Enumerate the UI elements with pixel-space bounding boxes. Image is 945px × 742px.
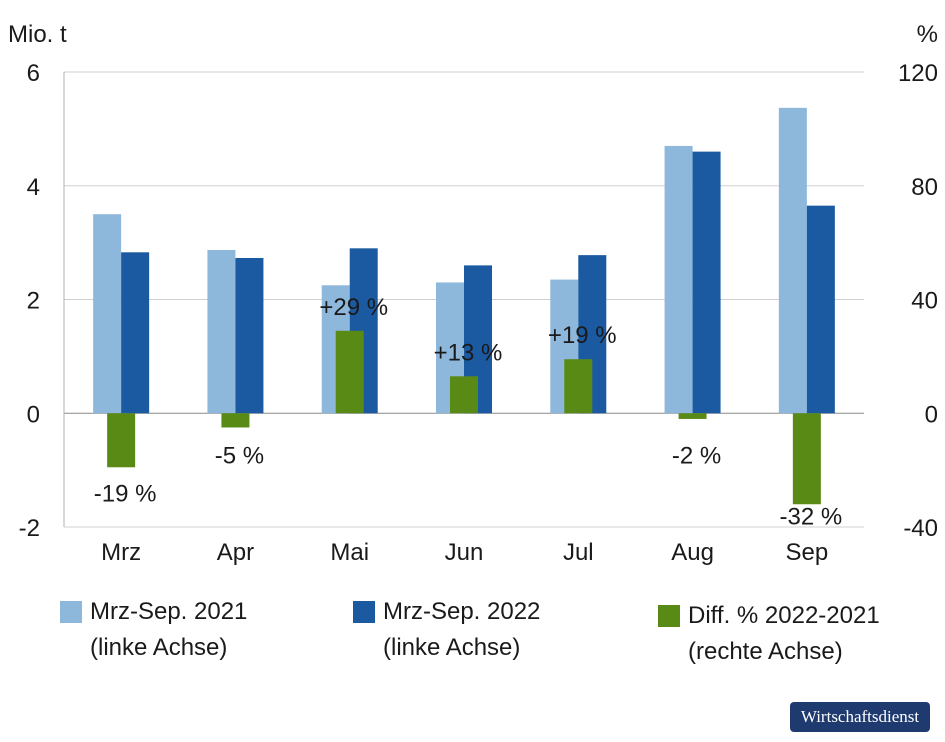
- bar-2022: [806, 205, 835, 414]
- right-tick-label: 40: [911, 288, 938, 315]
- combo-bar-chart: -2 0 2 4 6 -40 0 40 80 120 Mio. t % -19 % Mrz -5 % Apr +…: [8, 21, 938, 566]
- legend-item-2021: Mrz-Sep. 2021 (linke Achse): [60, 594, 247, 666]
- source-badge: Wirtschaftsdienst: [790, 702, 930, 732]
- bar-diff: [221, 413, 250, 428]
- legend-item-diff: Diff. % 2022-2021 (rechte Achse): [658, 598, 880, 670]
- diff-data-label: -5 %: [215, 442, 264, 469]
- left-tick-label: 0: [27, 401, 40, 428]
- bar-2022: [692, 151, 721, 414]
- left-axis-unit: Mio. t: [8, 21, 67, 48]
- legend-sublabel-2022: (linke Achse): [383, 634, 521, 661]
- bar-diff: [107, 413, 136, 468]
- bar-2022: [235, 257, 264, 414]
- legend-label-2021: Mrz-Sep. 2021: [90, 598, 248, 625]
- category-label: Apr: [217, 539, 254, 566]
- legend-sublabel-diff: (rechte Achse): [688, 638, 843, 665]
- right-tick-label: 80: [911, 174, 938, 201]
- left-tick-label: 4: [27, 174, 40, 201]
- diff-data-label: +29 %: [319, 294, 388, 321]
- diff-data-label: +13 %: [434, 339, 503, 366]
- legend-swatch-2022: [353, 601, 375, 623]
- diff-data-label: +19 %: [548, 322, 617, 349]
- bar-2021: [664, 145, 693, 414]
- bar-diff: [792, 413, 821, 505]
- category-label: Sep: [786, 539, 829, 566]
- left-tick-label: -2: [19, 515, 40, 542]
- category-label: Jul: [563, 539, 594, 566]
- bar-2022: [121, 252, 150, 414]
- bar-diff: [564, 359, 593, 414]
- right-tick-label: -40: [903, 515, 938, 542]
- category-label: Aug: [671, 539, 714, 566]
- right-tick-label: 0: [925, 401, 938, 428]
- left-tick-label: 2: [27, 288, 40, 315]
- bar-diff: [335, 330, 364, 414]
- bar-2021: [93, 214, 122, 414]
- legend-item-2022: Mrz-Sep. 2022 (linke Achse): [353, 594, 540, 666]
- bar-diff: [450, 376, 478, 414]
- legend-swatch-diff: [658, 605, 680, 627]
- bar-diff: [678, 413, 707, 419]
- right-axis-unit: %: [917, 21, 938, 48]
- category-label: Mrz: [101, 539, 141, 566]
- diff-data-label: -2 %: [672, 442, 721, 469]
- legend-label-diff: Diff. % 2022-2021: [688, 602, 880, 629]
- category-label: Mai: [330, 539, 369, 566]
- right-tick-label: 120: [898, 60, 938, 87]
- legend-label-2022: Mrz-Sep. 2022: [383, 598, 541, 625]
- diff-data-label: -32 %: [780, 503, 843, 530]
- bar-2021: [778, 107, 807, 414]
- bar-2021: [207, 250, 236, 414]
- legend-swatch-2021: [60, 601, 82, 623]
- legend-sublabel-2021: (linke Achse): [90, 634, 228, 661]
- diff-data-label: -19 %: [94, 480, 157, 507]
- category-label: Jun: [445, 539, 484, 566]
- left-tick-label: 6: [27, 60, 40, 87]
